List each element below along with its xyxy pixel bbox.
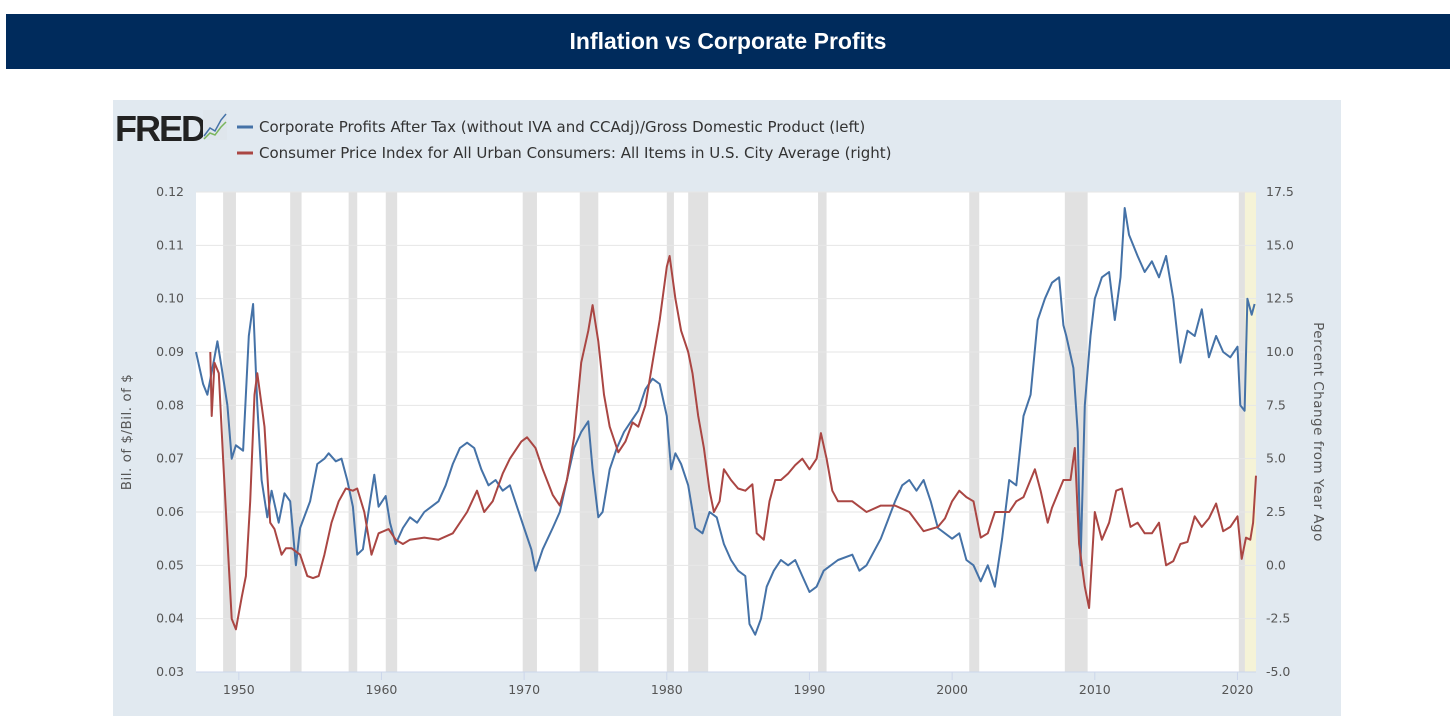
right-tick-label: 2.5 [1266,504,1286,519]
legend-label-cpi: Consumer Price Index for All Urban Consu… [259,144,892,162]
legend-label-profits: Corporate Profits After Tax (without IVA… [259,118,865,136]
right-tick-label: 15.0 [1266,237,1294,252]
right-tick-label: -5.0 [1266,664,1290,679]
x-tick-label: 1990 [794,682,826,697]
right-tick-label: 17.5 [1266,184,1294,199]
right-tick-label: 0.0 [1266,557,1286,572]
fred-chart-icon [203,110,227,140]
legend: Corporate Profits After Tax (without IVA… [237,118,892,162]
left-tick-label: 0.10 [156,291,184,306]
left-tick-label: 0.09 [156,344,184,359]
left-tick-label: 0.06 [156,504,184,519]
recession-bar [522,192,537,672]
title-bar: Inflation vs Corporate Profits [6,14,1450,69]
page-title: Inflation vs Corporate Profits [569,28,887,54]
right-tick-label: -2.5 [1266,611,1290,626]
left-tick-label: 0.12 [156,184,184,199]
x-tick-label: 2020 [1222,682,1254,697]
recession-bar [348,192,358,672]
x-tick-label: 1980 [651,682,683,697]
right-tick-label: 10.0 [1266,344,1294,359]
recession-bar [385,192,398,672]
x-tick-label: 2010 [1079,682,1111,697]
right-tick-label: 7.5 [1266,397,1286,412]
x-tick-label: 1970 [508,682,540,697]
left-tick-label: 0.08 [156,397,184,412]
left-tick-label: 0.11 [156,237,184,252]
recession-bar [688,192,709,672]
fred-chart: FRED Corporate Profits After Tax (withou… [115,108,1326,697]
right-tick-label: 12.5 [1266,291,1294,306]
recession-bar [969,192,980,672]
right-axis-label: Percent Change from Year Ago [1310,322,1326,542]
recession-bar [1064,192,1088,672]
cpi-line [209,255,1257,631]
x-tick-label: 1960 [366,682,398,697]
recession-bar [666,192,674,672]
x-tick-label: 1950 [223,682,255,697]
x-tick-label: 2000 [936,682,968,697]
recession-bar [290,192,302,672]
left-tick-label: 0.03 [156,664,184,679]
left-tick-label: 0.07 [156,451,184,466]
fred-logo-text: FRED [115,108,206,149]
right-tick-label: 5.0 [1266,451,1286,466]
profits-line [195,207,1256,636]
recession-bar [1238,192,1245,672]
fred-logo: FRED [115,108,227,149]
left-axis-label: Bil. of $/Bil. of $ [119,374,135,491]
recession-bar [818,192,827,672]
chart-container: FRED Corporate Profits After Tax (withou… [113,100,1341,716]
left-tick-label: 0.05 [156,557,184,572]
left-tick-label: 0.04 [156,611,184,626]
